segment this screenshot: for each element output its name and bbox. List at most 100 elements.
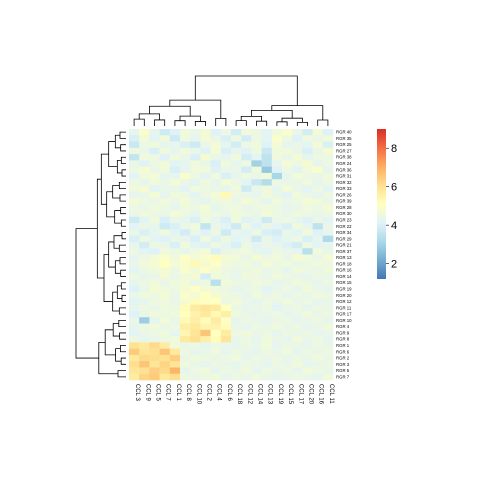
heatmap-cell <box>139 248 150 255</box>
heatmap-cell <box>271 298 283 306</box>
dendrogram-link <box>96 178 104 279</box>
heatmap-cell <box>261 260 273 268</box>
heatmap-cell <box>231 191 242 199</box>
dendrogram-link <box>121 294 126 302</box>
heatmap-cell <box>241 248 252 255</box>
heatmap-cell <box>302 241 313 249</box>
heatmap-cell <box>149 166 160 174</box>
row-label: RGR 20 <box>336 293 352 298</box>
heatmap-cell <box>139 367 150 375</box>
heatmap-cell <box>322 329 334 337</box>
heatmap-cell <box>139 210 150 218</box>
heatmap-cell <box>169 235 181 243</box>
heatmap-cell <box>149 260 160 268</box>
heatmap-cell <box>312 248 324 255</box>
heatmap-cell <box>292 348 303 356</box>
heatmap-cell <box>149 367 160 375</box>
heatmap-cell <box>302 154 313 161</box>
heatmap-cell <box>159 172 171 180</box>
heatmap-cell <box>312 185 324 193</box>
heatmap-cell <box>180 198 191 205</box>
heatmap-cell <box>159 229 171 236</box>
heatmap-cell <box>292 267 303 274</box>
heatmap-cell <box>231 248 242 255</box>
heatmap-cell <box>261 273 273 280</box>
dendrogram-link <box>118 307 126 315</box>
heatmap-cell <box>129 336 140 343</box>
heatmap-cell <box>312 241 324 249</box>
heatmap-cell <box>159 310 171 318</box>
heatmap-cell <box>261 354 273 362</box>
heatmap-cell <box>271 229 283 236</box>
heatmap-cell <box>220 198 232 205</box>
heatmap-cell <box>159 154 171 161</box>
heatmap-cell <box>180 129 191 136</box>
heatmap-cell <box>180 273 191 280</box>
heatmap-cell <box>241 298 252 306</box>
row-label: RGR 24 <box>336 161 352 166</box>
heatmap-cell <box>149 198 160 205</box>
heatmap-cell <box>200 198 211 205</box>
heatmap-cell <box>241 254 252 262</box>
heatmap-cell <box>271 198 283 205</box>
heatmap-cell <box>200 292 211 299</box>
heatmap-cell <box>190 304 201 312</box>
heatmap-cell <box>180 267 191 274</box>
heatmap-cell <box>312 254 324 262</box>
heatmap-cell <box>169 292 181 299</box>
heatmap-cell <box>159 179 171 186</box>
heatmap-cell <box>292 135 303 142</box>
heatmap-cell <box>292 260 303 268</box>
heatmap-cell <box>200 267 211 274</box>
heatmap-cell <box>312 135 324 142</box>
heatmap-cell <box>282 267 293 274</box>
heatmap-cell <box>159 348 171 356</box>
heatmap-cell <box>149 310 160 318</box>
heatmap-cell <box>210 235 222 243</box>
heatmap-cell <box>312 348 324 356</box>
heatmap-cell <box>312 129 324 136</box>
heatmap-cell <box>220 367 232 375</box>
heatmap-cell <box>200 223 211 230</box>
heatmap-cell <box>271 273 283 280</box>
row-label: RGR 25 <box>336 142 352 147</box>
heatmap-cell <box>292 179 303 186</box>
dendrogram-link <box>75 228 99 359</box>
heatmap-cell <box>271 191 283 199</box>
heatmap-cell <box>261 135 273 142</box>
heatmap-cell <box>251 285 262 293</box>
heatmap-cell <box>149 317 160 324</box>
heatmap-cell <box>220 323 232 331</box>
heatmap-cell <box>139 323 150 331</box>
heatmap-cell <box>231 166 242 174</box>
heatmap-cell <box>139 241 150 249</box>
heatmap-cell <box>220 204 232 211</box>
heatmap-cell <box>139 329 150 337</box>
heatmap-cell <box>271 367 283 375</box>
heatmap-cell <box>322 267 334 274</box>
column-label: CCL 8 <box>185 384 191 401</box>
heatmap-cell <box>302 210 313 218</box>
heatmap-cell <box>312 304 324 312</box>
heatmap-cell <box>241 129 252 136</box>
heatmap-cell <box>129 135 140 142</box>
heatmap-cell <box>180 223 191 230</box>
heatmap-cell <box>169 298 181 306</box>
heatmap-cell <box>159 210 171 218</box>
row-label: RGR 26 <box>336 192 352 197</box>
heatmap-cell <box>129 129 140 136</box>
heatmap-cell <box>220 342 232 349</box>
heatmap-cell <box>190 260 201 268</box>
heatmap-cell <box>129 292 140 299</box>
heatmap-cell <box>220 373 232 381</box>
heatmap-cell <box>139 141 150 149</box>
heatmap-cell <box>271 135 283 142</box>
heatmap-cell <box>251 235 262 243</box>
heatmap-cell <box>282 329 293 337</box>
heatmap-cell <box>292 166 303 174</box>
heatmap-cell <box>180 179 191 186</box>
heatmap-cell <box>180 336 191 343</box>
heatmap-cell <box>292 223 303 230</box>
heatmap-cell <box>169 135 181 142</box>
heatmap-cell <box>312 229 324 236</box>
